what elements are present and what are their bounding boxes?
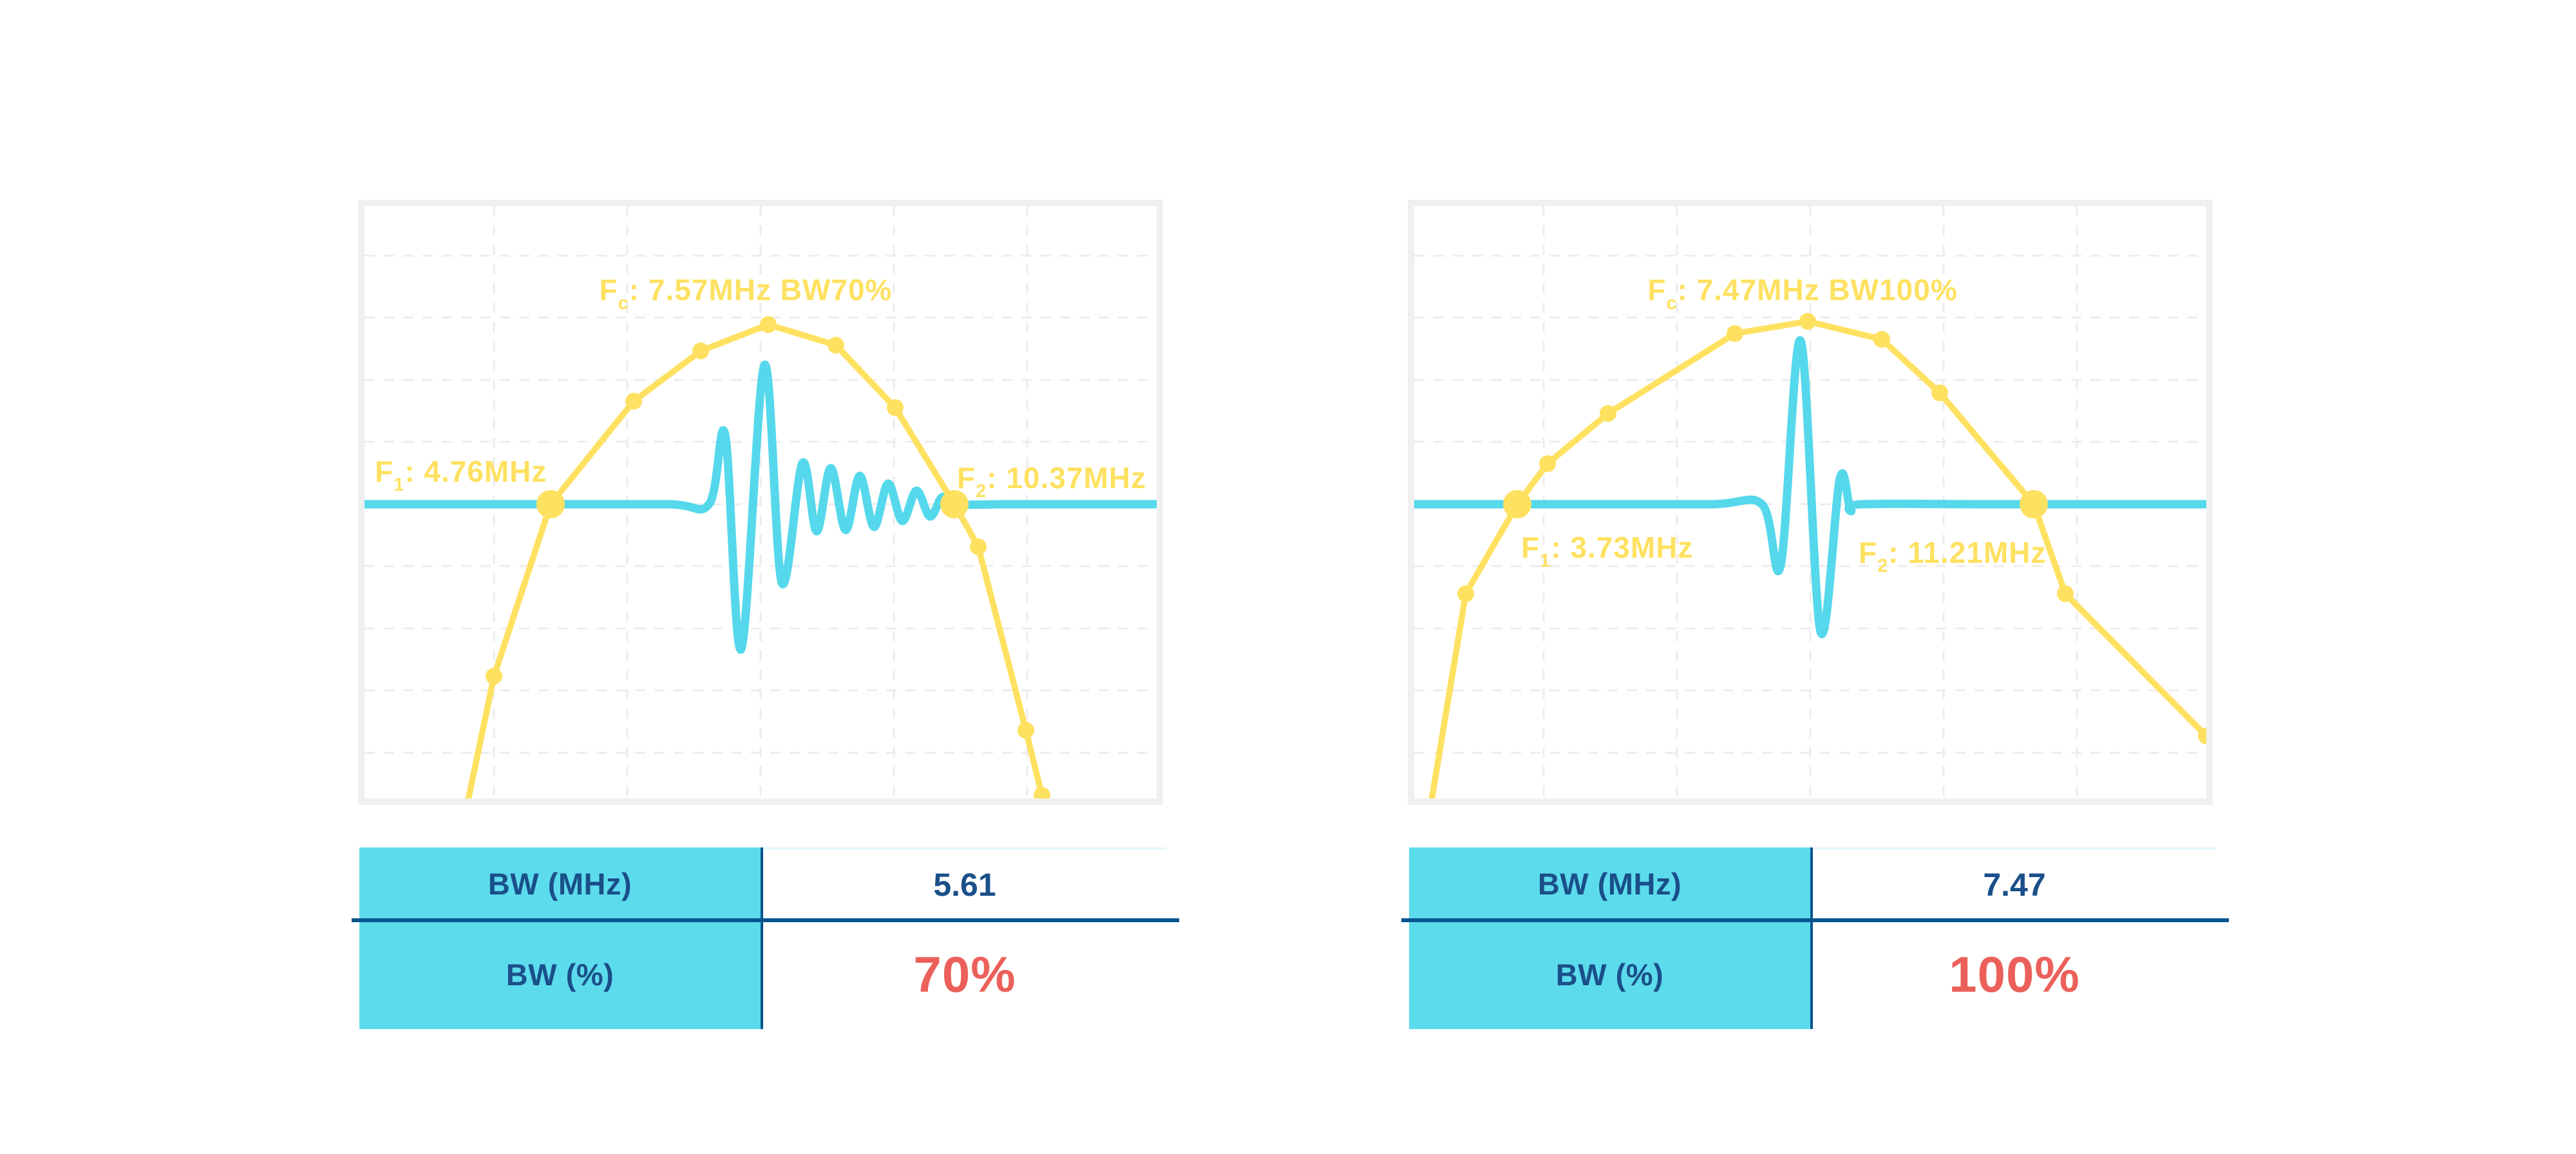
table-row: BW (%) 70% bbox=[359, 920, 1166, 1029]
table-row: BW (MHz) 7.47 bbox=[1409, 847, 2216, 920]
chart-canvas-bw100: Fc: 7.47MHz BW100% F1: 3.73MHz F2: 11.21MH… bbox=[1414, 206, 2206, 799]
data-point-marker bbox=[828, 337, 844, 354]
rf-pulse-waveform bbox=[1414, 336, 2206, 638]
table-row: BW (MHz) 5.61 bbox=[359, 847, 1166, 920]
spectrum-chart-bw70: Fc: 7.57MHz BW70% F1: 4.76MHz F2: 10.37MHz bbox=[358, 200, 1163, 805]
label-fc: Fc: 7.57MHz BW70% bbox=[600, 273, 893, 314]
table-row: BW (%) 100% bbox=[1409, 920, 2216, 1029]
bw-mhz-value: 7.47 bbox=[1983, 867, 2046, 903]
data-point-marker bbox=[1457, 585, 1474, 602]
data-point-marker bbox=[2057, 585, 2074, 602]
table-row-divider bbox=[352, 918, 1179, 922]
data-point-marker bbox=[1799, 313, 1816, 330]
bw-pct-label-cell: BW (%) bbox=[1409, 920, 1813, 1029]
bw-mhz-label-cell: BW (MHz) bbox=[1409, 847, 1813, 920]
bw-pct-value: 100% bbox=[1949, 946, 2080, 1003]
data-point-marker bbox=[1873, 331, 1890, 348]
data-point-marker bbox=[1539, 455, 1556, 472]
label-f1: F1: 3.73MHz bbox=[1521, 531, 1693, 571]
data-point-marker bbox=[760, 316, 777, 333]
label-f2: F2: 11.21MHz bbox=[1859, 536, 2046, 576]
data-point-marker bbox=[1931, 384, 1948, 401]
data-point-marker bbox=[625, 393, 642, 410]
bw-table-70: BW (MHz) 5.61 BW (%) 70% bbox=[352, 847, 1179, 1029]
bw-pct-label: BW (%) bbox=[1555, 958, 1664, 992]
bandwidth-edge-marker bbox=[536, 490, 565, 518]
bw-mhz-label: BW (MHz) bbox=[1537, 867, 1682, 901]
bw-mhz-label: BW (MHz) bbox=[488, 867, 632, 901]
data-point-marker bbox=[1018, 722, 1034, 739]
label-fc: Fc: 7.47MHz BW100% bbox=[1647, 273, 1957, 314]
bw-pct-value: 70% bbox=[913, 946, 1016, 1003]
data-point-marker bbox=[692, 343, 709, 359]
data-point-marker bbox=[970, 538, 987, 555]
data-point-marker bbox=[1034, 787, 1050, 799]
data-point-marker bbox=[887, 399, 904, 416]
bandwidth-edge-marker bbox=[940, 490, 969, 518]
bw-mhz-value-cell: 5.61 bbox=[763, 847, 1166, 920]
bw-mhz-label-cell: BW (MHz) bbox=[359, 847, 763, 920]
spectrum-chart-bw100: Fc: 7.47MHz BW100% F1: 3.73MHz F2: 11.21MH… bbox=[1408, 200, 2213, 805]
bw-pct-value-cell: 100% bbox=[1813, 920, 2216, 1029]
chart-canvas-bw70: Fc: 7.57MHz BW70% F1: 4.76MHz F2: 10.37MHz bbox=[365, 206, 1157, 799]
spectrum-curve bbox=[1428, 318, 2206, 799]
bandwidth-edge-marker bbox=[1503, 490, 1531, 518]
bw-pct-value-cell: 70% bbox=[763, 920, 1166, 1029]
data-point-marker bbox=[1600, 405, 1616, 422]
bw-mhz-value-cell: 7.47 bbox=[1813, 847, 2216, 920]
label-f2: F2: 10.37MHz bbox=[957, 461, 1146, 502]
bw-table-100: BW (MHz) 7.47 BW (%) 100% bbox=[1401, 847, 2229, 1029]
spectrum-curve bbox=[465, 321, 1046, 799]
bw-pct-label-cell: BW (%) bbox=[359, 920, 763, 1029]
bw-pct-label: BW (%) bbox=[506, 958, 614, 992]
data-point-marker bbox=[486, 668, 502, 685]
data-point-marker bbox=[2198, 728, 2206, 744]
bandwidth-edge-marker bbox=[2020, 490, 2048, 518]
bw-mhz-value: 5.61 bbox=[933, 867, 996, 903]
table-row-divider bbox=[1401, 918, 2229, 922]
data-point-marker bbox=[1727, 325, 1743, 342]
rf-pulse-waveform bbox=[365, 361, 1157, 654]
label-f1: F1: 4.76MHz bbox=[375, 455, 547, 495]
